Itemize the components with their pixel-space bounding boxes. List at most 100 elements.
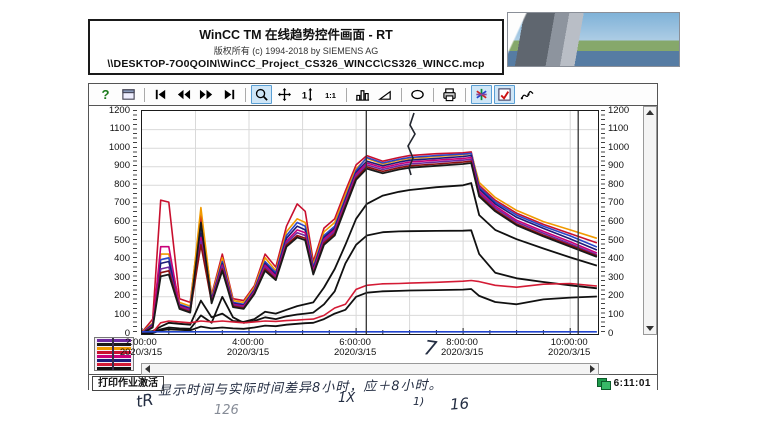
toolbar-separator bbox=[144, 87, 145, 102]
trend-line-pen-red-low bbox=[142, 279, 597, 334]
first-record-button[interactable] bbox=[150, 85, 171, 104]
handwritten-mark-126: 126 bbox=[214, 403, 239, 418]
trend-line-pen-black-top bbox=[142, 162, 598, 334]
x-tick-label: 4:00:00 2020/3/15 bbox=[226, 337, 270, 358]
plot-area[interactable] bbox=[141, 110, 599, 335]
y-axis-left-ticks bbox=[133, 110, 137, 333]
legend-stripe bbox=[97, 367, 131, 370]
legend-stripe bbox=[97, 363, 131, 366]
y-tick-label: 0 bbox=[608, 327, 614, 339]
previous-record-button[interactable] bbox=[173, 85, 194, 104]
horizontal-scrollbar[interactable] bbox=[141, 363, 599, 375]
trend-line-pen-black-mid-high bbox=[142, 182, 598, 333]
wincc-hero-image bbox=[507, 12, 680, 67]
trend-toolbar: ? 1 1:1 bbox=[89, 84, 657, 106]
original-view-button[interactable]: 1:1 bbox=[320, 85, 341, 104]
chart-region: 1200 1100 1000 900 800 700 600 500 400 300 200 100 0… bbox=[89, 104, 657, 375]
curve-icon bbox=[520, 87, 535, 102]
scroll-right-icon[interactable] bbox=[590, 365, 595, 373]
handwritten-mark-tr: tR bbox=[134, 389, 155, 412]
skip-start-icon bbox=[153, 87, 168, 102]
status-clock: 6:11:01 bbox=[613, 378, 651, 389]
toolbar-separator bbox=[465, 87, 466, 102]
properties-dialog-button[interactable] bbox=[118, 85, 139, 104]
y-tick-label: 500 bbox=[608, 234, 624, 246]
ellipse-icon bbox=[410, 87, 425, 102]
scroll-left-icon[interactable] bbox=[145, 365, 150, 373]
help-button[interactable]: ? bbox=[95, 85, 116, 104]
print-status-field: 打印作业激活 bbox=[92, 376, 164, 391]
y-tick-label: 1100 bbox=[109, 123, 130, 135]
toolbar-separator bbox=[433, 87, 434, 102]
handwritten-mark-16: 16 bbox=[449, 394, 470, 414]
trend-check-icon bbox=[497, 87, 512, 102]
y-tick-label: 200 bbox=[608, 290, 624, 302]
printer-icon bbox=[442, 87, 457, 102]
select-trend-button[interactable] bbox=[494, 85, 515, 104]
y-tick-label: 1200 bbox=[608, 104, 630, 116]
statistics-button[interactable] bbox=[352, 85, 373, 104]
clock-wrap: 6:11:01 bbox=[596, 378, 651, 390]
vertical-scrollbar[interactable] bbox=[643, 106, 657, 335]
y-tick-label: 1000 bbox=[108, 141, 130, 153]
x-axis: 2:00:00 2020/3/15 4:00:00 2020/3/15 6:00:00 2… bbox=[120, 337, 599, 361]
y-tick-label: 300 bbox=[114, 271, 130, 283]
y-tick-label: 1200 bbox=[108, 104, 130, 116]
svg-text:1: 1 bbox=[302, 90, 307, 100]
legend-stripe bbox=[97, 347, 131, 350]
zoom-y-axis-button[interactable]: 1 bbox=[297, 85, 318, 104]
stop-update-button[interactable] bbox=[407, 85, 428, 104]
copyright-text: 版权所有 (c) 1994-2018 by SIEMENS AG bbox=[213, 46, 379, 56]
y-tick-label: 600 bbox=[608, 216, 624, 227]
y-zoom-icon: 1 bbox=[300, 87, 315, 102]
connection-status-icon bbox=[596, 378, 611, 390]
toolbar-separator bbox=[245, 87, 246, 102]
scroll-up-icon[interactable] bbox=[646, 110, 654, 115]
statistics-area-button[interactable] bbox=[375, 85, 396, 104]
legend-stripe bbox=[97, 351, 131, 354]
y-tick-label: 900 bbox=[608, 160, 624, 172]
online-trend-control: ? 1 1:1 1200 1100 1000 900 800 700 600 500 400 300 2… bbox=[88, 83, 658, 392]
skip-end-icon bbox=[222, 87, 237, 102]
move-trend-area-button[interactable] bbox=[274, 85, 295, 104]
legend-stripe bbox=[97, 339, 131, 342]
toolbar-separator bbox=[346, 87, 347, 102]
one-to-one-icon: 1:1 bbox=[323, 87, 338, 102]
scroll-down-icon[interactable] bbox=[646, 326, 654, 331]
window-icon bbox=[121, 87, 136, 102]
y-tick-label: 400 bbox=[114, 253, 130, 265]
next-record-button[interactable] bbox=[196, 85, 217, 104]
y-tick-label: 800 bbox=[114, 178, 130, 190]
ramp-icon bbox=[378, 87, 393, 102]
trend-line-pen-magenta bbox=[142, 156, 598, 334]
help-icon: ? bbox=[98, 87, 113, 102]
handwritten-mark-1x: 1X bbox=[338, 391, 356, 406]
trend-line-pen-darkred bbox=[142, 160, 598, 334]
y-tick-label: 700 bbox=[114, 197, 130, 209]
y-tick-label: 800 bbox=[608, 178, 624, 190]
legend-chip-cursor bbox=[112, 338, 114, 370]
trend-line-pen-navy bbox=[142, 154, 598, 334]
svg-text:?: ? bbox=[101, 87, 109, 102]
handwritten-pen-stroke bbox=[407, 112, 416, 176]
pen-colors-button[interactable] bbox=[471, 85, 492, 104]
trend-line-pen-black-mid bbox=[142, 229, 598, 334]
x-tick-label: 6:00:00 2020/3/15 bbox=[333, 337, 377, 358]
y-axis-right: 1200 1100 1000 900 800 700 600 500 400 300 200 100 0 bbox=[601, 104, 647, 339]
y-axis-right-ticks bbox=[601, 110, 605, 333]
x-tick-label: 8:00:00 2020/3/15 bbox=[440, 337, 484, 358]
last-record-button[interactable] bbox=[219, 85, 240, 104]
y-tick-label: 100 bbox=[114, 308, 130, 320]
toolbar-separator bbox=[401, 87, 402, 102]
print-button[interactable] bbox=[439, 85, 460, 104]
y-tick-label: 0 bbox=[124, 327, 130, 339]
connect-dots-button[interactable] bbox=[517, 85, 538, 104]
zoom-area-button[interactable] bbox=[251, 85, 272, 104]
legend-stripe bbox=[97, 343, 131, 346]
y-tick-label: 100 bbox=[608, 308, 624, 320]
y-tick-label: 500 bbox=[114, 234, 130, 246]
project-path: \\DESKTOP-7O0QOIN\WinCC_Project_CS326_WI… bbox=[107, 58, 485, 70]
legend-chip[interactable] bbox=[94, 337, 134, 371]
status-bar: 打印作业激活 6:11:01 bbox=[89, 374, 657, 392]
